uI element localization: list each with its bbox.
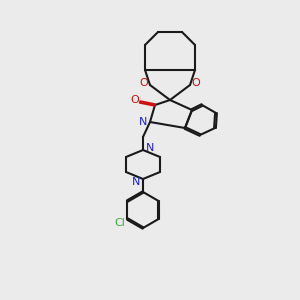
Text: N: N <box>132 177 140 187</box>
Text: N: N <box>139 117 147 127</box>
Text: N: N <box>146 143 154 153</box>
Text: O: O <box>140 78 148 88</box>
Text: O: O <box>192 78 200 88</box>
Text: O: O <box>130 95 140 105</box>
Text: Cl: Cl <box>114 218 125 228</box>
